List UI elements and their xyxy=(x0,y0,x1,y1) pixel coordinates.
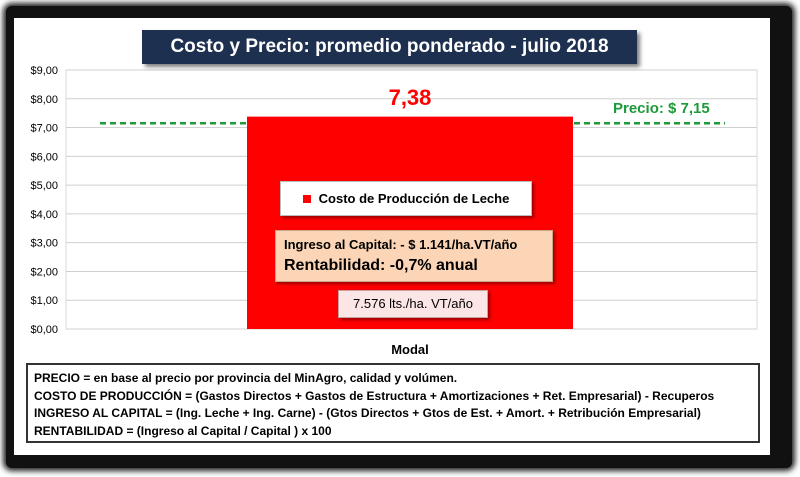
note-ingreso: INGRESO AL CAPITAL = (Ing. Leche + Ing. … xyxy=(34,406,701,420)
note-precio: PRECIO = en base al precio por provincia… xyxy=(34,371,458,385)
x-category-label: Modal xyxy=(391,342,429,357)
chart-title: Costo y Precio: promedio ponderado - jul… xyxy=(142,30,637,64)
definitions-box: PRECIO = en base al precio por provincia… xyxy=(26,363,760,443)
y-tick-label: $5,00 xyxy=(30,180,58,192)
y-tick-label: $4,00 xyxy=(30,209,58,221)
note-rentabilidad: RENTABILIDAD = (Ingreso al Capital / Cap… xyxy=(34,423,332,438)
note-costo: COSTO DE PRODUCCIÓN = (Gastos Directos +… xyxy=(34,388,715,403)
precio-label: Precio: $ 7,15 xyxy=(613,100,710,117)
y-tick-label: $7,00 xyxy=(30,123,58,135)
y-tick-label: $3,00 xyxy=(30,238,58,250)
legend-label: Costo de Producción de Leche xyxy=(318,191,510,206)
y-tick-label: $0,00 xyxy=(30,324,58,336)
y-tick-label: $9,00 xyxy=(30,65,58,77)
legend-swatch xyxy=(302,194,311,203)
legend: Costo de Producción de Leche xyxy=(280,181,532,216)
y-tick-label: $1,00 xyxy=(30,295,58,307)
y-tick-label: $6,00 xyxy=(30,151,58,163)
bar-data-label: 7,38 xyxy=(389,85,432,110)
y-tick-label: $2,00 xyxy=(30,266,58,278)
rentabilidad-text: Rentabilidad: -0,7% anual xyxy=(284,257,478,274)
productividad-label: 7.576 lts./ha. VT/año xyxy=(338,290,488,318)
y-tick-label: $8,00 xyxy=(30,94,58,106)
ingreso-capital-text: Ingreso al Capital: - $ 1.141/ha.VT/año xyxy=(284,237,518,252)
capital-info-box: Ingreso al Capital: - $ 1.141/ha.VT/año … xyxy=(275,230,553,282)
